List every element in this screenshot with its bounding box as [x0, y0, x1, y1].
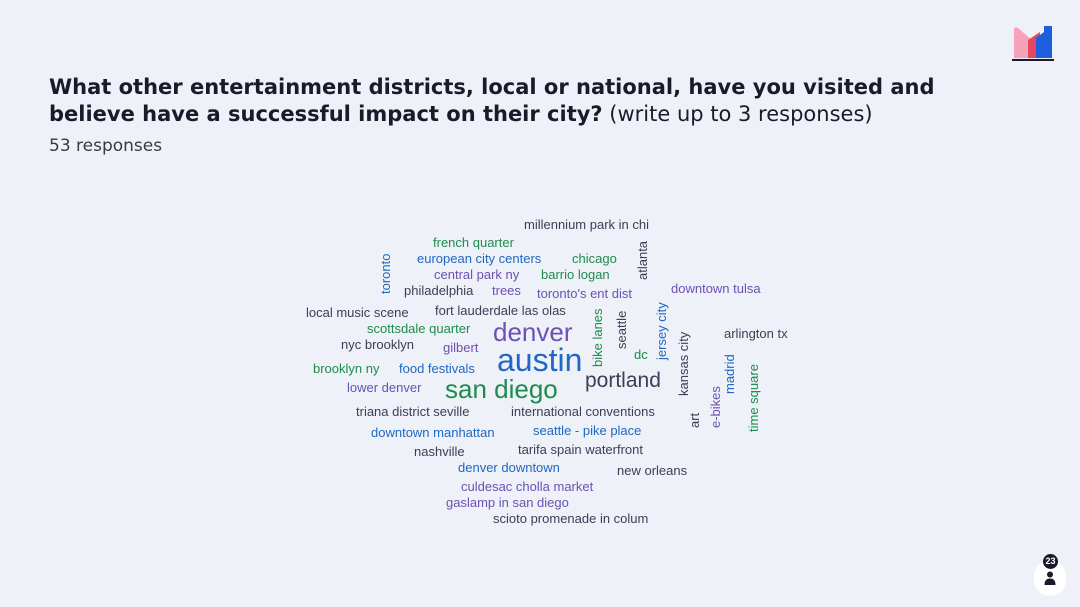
- word-cloud-item: french quarter: [433, 235, 514, 250]
- word-cloud-item: scottsdale quarter: [367, 321, 471, 336]
- word-cloud-item: fort lauderdale las olas: [435, 303, 566, 318]
- word-cloud-item: jersey city: [654, 302, 669, 360]
- word-cloud-item: arlington tx: [724, 326, 788, 341]
- word-cloud-item: brooklyn ny: [313, 361, 380, 376]
- word-cloud-item: lower denver: [347, 380, 422, 395]
- word-cloud-item: downtown tulsa: [671, 281, 761, 296]
- word-cloud-item: seattle: [614, 310, 629, 349]
- response-count: 53 responses: [49, 136, 163, 156]
- word-cloud-item: portland: [585, 369, 661, 392]
- word-cloud-item: dc: [634, 347, 648, 362]
- mentimeter-logo: [1012, 26, 1054, 61]
- word-cloud-item: european city centers: [417, 251, 542, 266]
- word-cloud-item: culdesac cholla market: [461, 479, 594, 494]
- question-title: What other entertainment districts, loca…: [49, 74, 969, 128]
- word-cloud-item: gilbert: [443, 340, 479, 355]
- word-cloud-item: seattle - pike place: [533, 423, 642, 438]
- person-icon: [1044, 571, 1056, 585]
- word-cloud-item: triana district seville: [356, 404, 470, 419]
- word-cloud-item: nyc brooklyn: [341, 337, 414, 352]
- word-cloud-item: gaslamp in san diego: [446, 495, 569, 510]
- word-cloud-item: toronto's ent dist: [537, 286, 632, 301]
- word-cloud-item: toronto: [378, 253, 393, 294]
- question-text: What other entertainment districts, loca…: [49, 75, 935, 126]
- word-cloud-item: madrid: [722, 354, 737, 394]
- word-cloud-item: chicago: [572, 251, 617, 266]
- question-instruction: (write up to 3 responses): [602, 102, 873, 126]
- word-cloud-item: scioto promenade in colum: [493, 511, 649, 526]
- word-cloud-item: international conventions: [511, 404, 655, 419]
- word-cloud-item: food festivals: [399, 361, 475, 376]
- word-cloud-item: millennium park in chi: [524, 217, 649, 232]
- word-cloud-item: nashville: [414, 444, 465, 459]
- word-cloud-item: tarifa spain waterfront: [518, 442, 644, 457]
- word-cloud-item: denver: [493, 317, 573, 347]
- word-cloud-item: trees: [492, 283, 521, 298]
- word-cloud-item: time square: [746, 364, 761, 432]
- word-cloud-item: san diego: [445, 374, 558, 404]
- word-cloud-item: downtown manhattan: [371, 425, 495, 440]
- word-cloud-item: local music scene: [306, 305, 409, 320]
- word-cloud-item: central park ny: [434, 267, 520, 282]
- word-cloud-item: art: [687, 412, 702, 428]
- word-cloud-item: new orleans: [617, 463, 688, 478]
- word-cloud-item: barrio logan: [541, 267, 610, 282]
- word-cloud-item: bike lanes: [590, 308, 605, 367]
- voter-count-badge: 23: [1043, 554, 1058, 569]
- word-cloud-item: kansas city: [676, 331, 691, 396]
- word-cloud-item: e-bikes: [708, 386, 723, 428]
- word-cloud-item: denver downtown: [458, 460, 560, 475]
- word-cloud-item: philadelphia: [404, 283, 474, 298]
- word-cloud-item: atlanta: [635, 240, 650, 280]
- word-cloud-item: austin: [497, 342, 583, 378]
